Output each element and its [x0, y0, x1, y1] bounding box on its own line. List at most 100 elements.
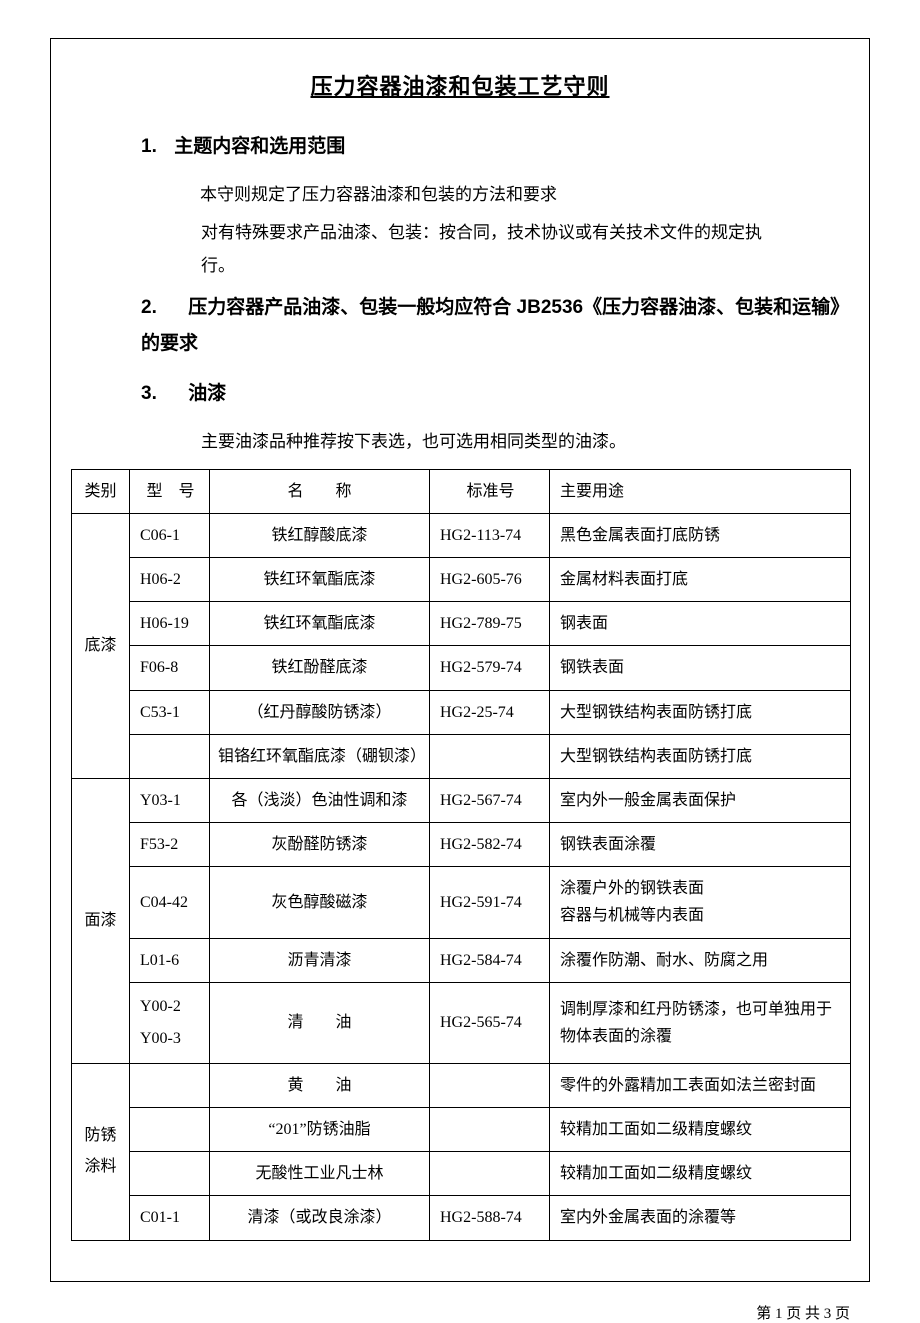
cell-name: 各（浅淡）色油性调和漆: [210, 778, 430, 822]
cell-standard: HG2-591-74: [430, 867, 550, 938]
cell-name: 灰酚醛防锈漆: [210, 823, 430, 867]
table-row: C04-42 灰色醇酸磁漆 HG2-591-74 涂覆户外的钢铁表面 容器与机械…: [72, 867, 851, 938]
cell-usage: 金属材料表面打底: [550, 557, 851, 601]
section-3-text: 油漆: [188, 383, 226, 404]
cell-standard: [430, 1108, 550, 1152]
cell-usage: 零件的外露精加工表面如法兰密封面: [550, 1063, 851, 1107]
cell-usage: 涂覆户外的钢铁表面 容器与机械等内表面: [550, 867, 851, 938]
cell-standard: HG2-579-74: [430, 646, 550, 690]
section-2-heading: 2. 压力容器产品油漆、包装一般均应符合 JB2536《压力容器油漆、包装和运输…: [141, 290, 849, 362]
cell-usage: 钢铁表面涂覆: [550, 823, 851, 867]
cell-standard: HG2-789-75: [430, 602, 550, 646]
cell-standard: HG2-25-74: [430, 690, 550, 734]
table-row: 无酸性工业凡士林 较精加工面如二级精度螺纹: [72, 1152, 851, 1196]
cell-standard: HG2-605-76: [430, 557, 550, 601]
table-row: 钼铬红环氧酯底漆（硼钡漆） 大型钢铁结构表面防锈打底: [72, 734, 851, 778]
section-1-heading: 1. 主题内容和选用范围: [141, 129, 849, 165]
th-model: 型 号: [130, 469, 210, 513]
cell-name: 黄 油: [210, 1063, 430, 1107]
category-rustproof: 防锈涂料: [72, 1063, 130, 1240]
th-category: 类别: [72, 469, 130, 513]
cell-model: C04-42: [130, 867, 210, 938]
paint-table: 类别 型 号 名 称 标准号 主要用途 底漆 C06-1 铁红醇酸底漆 HG2-…: [71, 469, 851, 1241]
section-2-text: 压力容器产品油漆、包装一般均应符合 JB2536《压力容器油漆、包装和运输》的要…: [141, 297, 840, 354]
th-standard: 标准号: [430, 469, 550, 513]
cell-standard: [430, 1152, 550, 1196]
cell-name: 清 油: [210, 982, 430, 1063]
cell-name: 铁红酚醛底漆: [210, 646, 430, 690]
cell-name: 沥青清漆: [210, 938, 430, 982]
page-footer: 第 1 页 共 3 页: [0, 1302, 850, 1323]
cell-model: L01-6: [130, 938, 210, 982]
cell-model: [130, 734, 210, 778]
cell-name: 无酸性工业凡士林: [210, 1152, 430, 1196]
section-1-num: 1.: [141, 129, 169, 165]
table-row: C01-1 清漆（或改良涂漆） HG2-588-74 室内外金属表面的涂覆等: [72, 1196, 851, 1240]
cell-model: C53-1: [130, 690, 210, 734]
cell-standard: HG2-582-74: [430, 823, 550, 867]
cell-name: “201”防锈油脂: [210, 1108, 430, 1152]
cell-standard: [430, 734, 550, 778]
cell-name: 清漆（或改良涂漆）: [210, 1196, 430, 1240]
th-name: 名 称: [210, 469, 430, 513]
cell-model: C01-1: [130, 1196, 210, 1240]
table-row: 面漆 Y03-1 各（浅淡）色油性调和漆 HG2-567-74 室内外一般金属表…: [72, 778, 851, 822]
cell-standard: HG2-565-74: [430, 982, 550, 1063]
cell-usage: 较精加工面如二级精度螺纹: [550, 1108, 851, 1152]
cell-standard: HG2-588-74: [430, 1196, 550, 1240]
cell-standard: HG2-584-74: [430, 938, 550, 982]
table-row: C53-1 （红丹醇酸防锈漆） HG2-25-74 大型钢铁结构表面防锈打底: [72, 690, 851, 734]
cell-name: 钼铬红环氧酯底漆（硼钡漆）: [210, 734, 430, 778]
table-row: 底漆 C06-1 铁红醇酸底漆 HG2-113-74 黑色金属表面打底防锈: [72, 513, 851, 557]
cell-name: 铁红醇酸底漆: [210, 513, 430, 557]
cell-usage: 大型钢铁结构表面防锈打底: [550, 690, 851, 734]
paragraph-3: 主要油漆品种推荐按下表选，也可选用相同类型的油漆。: [201, 426, 779, 458]
category-topcoat: 面漆: [72, 778, 130, 1063]
cell-model: H06-19: [130, 602, 210, 646]
cell-model: C06-1: [130, 513, 210, 557]
document-title: 压力容器油漆和包装工艺守则: [71, 69, 849, 101]
table-row: Y00-2 Y00-3 清 油 HG2-565-74 调制厚漆和红丹防锈漆，也可…: [72, 982, 851, 1063]
cell-model: Y03-1: [130, 778, 210, 822]
cell-standard: [430, 1063, 550, 1107]
category-primer: 底漆: [72, 513, 130, 778]
table-row: “201”防锈油脂 较精加工面如二级精度螺纹: [72, 1108, 851, 1152]
table-row: 防锈涂料 黄 油 零件的外露精加工表面如法兰密封面: [72, 1063, 851, 1107]
cell-model: H06-2: [130, 557, 210, 601]
paragraph-2: 对有特殊要求产品油漆、包装：按合同，技术协议或有关技术文件的规定执行。: [201, 217, 779, 282]
cell-usage: 较精加工面如二级精度螺纹: [550, 1152, 851, 1196]
th-usage: 主要用途: [550, 469, 851, 513]
cell-usage: 室内外金属表面的涂覆等: [550, 1196, 851, 1240]
cell-usage: 大型钢铁结构表面防锈打底: [550, 734, 851, 778]
table-row: F53-2 灰酚醛防锈漆 HG2-582-74 钢铁表面涂覆: [72, 823, 851, 867]
section-3-heading: 3. 油漆: [141, 376, 849, 412]
table-row: H06-19 铁红环氧酯底漆 HG2-789-75 钢表面: [72, 602, 851, 646]
table-row: F06-8 铁红酚醛底漆 HG2-579-74 钢铁表面: [72, 646, 851, 690]
cell-usage: 涂覆作防潮、耐水、防腐之用: [550, 938, 851, 982]
cell-model: [130, 1063, 210, 1107]
section-1-text: 主题内容和选用范围: [174, 136, 345, 157]
cell-name: 铁红环氧酯底漆: [210, 557, 430, 601]
table-row: H06-2 铁红环氧酯底漆 HG2-605-76 金属材料表面打底: [72, 557, 851, 601]
cell-usage: 黑色金属表面打底防锈: [550, 513, 851, 557]
cell-model: F06-8: [130, 646, 210, 690]
section-2-num: 2.: [141, 290, 169, 326]
cell-model: [130, 1152, 210, 1196]
cell-name: 灰色醇酸磁漆: [210, 867, 430, 938]
cell-usage: 钢表面: [550, 602, 851, 646]
cell-name: 铁红环氧酯底漆: [210, 602, 430, 646]
cell-model: [130, 1108, 210, 1152]
cell-usage: 钢铁表面: [550, 646, 851, 690]
cell-usage: 室内外一般金属表面保护: [550, 778, 851, 822]
page-frame: 压力容器油漆和包装工艺守则 1. 主题内容和选用范围 本守则规定了压力容器油漆和…: [50, 38, 870, 1282]
table-header-row: 类别 型 号 名 称 标准号 主要用途: [72, 469, 851, 513]
cell-name: （红丹醇酸防锈漆）: [210, 690, 430, 734]
cell-model: F53-2: [130, 823, 210, 867]
paragraph-1: 本守则规定了压力容器油漆和包装的方法和要求: [166, 179, 779, 211]
cell-model: Y00-2 Y00-3: [130, 982, 210, 1063]
cell-standard: HG2-113-74: [430, 513, 550, 557]
cell-standard: HG2-567-74: [430, 778, 550, 822]
cell-usage: 调制厚漆和红丹防锈漆，也可单独用于物体表面的涂覆: [550, 982, 851, 1063]
table-row: L01-6 沥青清漆 HG2-584-74 涂覆作防潮、耐水、防腐之用: [72, 938, 851, 982]
section-3-num: 3.: [141, 376, 169, 412]
